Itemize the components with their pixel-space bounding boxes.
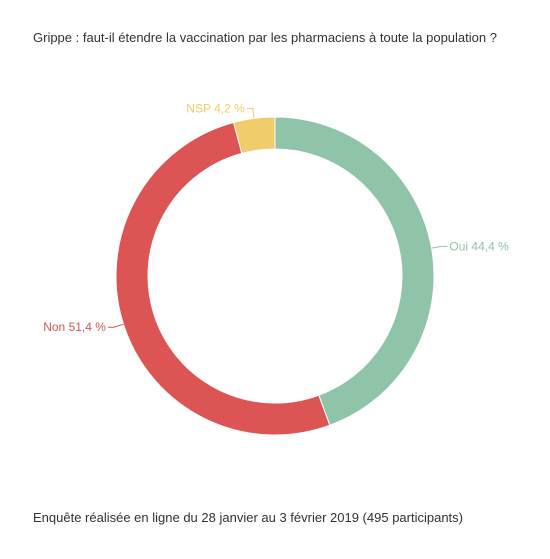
slice-label-oui: Oui 44,4 %: [449, 239, 509, 253]
leader-lines-group: [107, 107, 448, 328]
slices-group: [115, 116, 435, 436]
labels-group: Oui 44,4 % Non 51,4 % NSP 4,2 %: [43, 101, 509, 334]
slice-non: [115, 121, 331, 436]
chart-caption: Enquête réalisée en ligne du 28 janvier …: [33, 510, 463, 525]
leader-line-non: [107, 323, 124, 328]
chart-title: Grippe : faut-il étendre la vaccination …: [33, 30, 497, 45]
slice-label-non: Non 51,4 %: [43, 320, 106, 334]
slice-oui: [274, 116, 435, 426]
leader-line-oui: [431, 245, 448, 249]
slice-nsp: [232, 116, 276, 155]
slice-label-nsp: NSP 4,2 %: [186, 101, 245, 115]
leader-line-nsp: [246, 107, 255, 119]
